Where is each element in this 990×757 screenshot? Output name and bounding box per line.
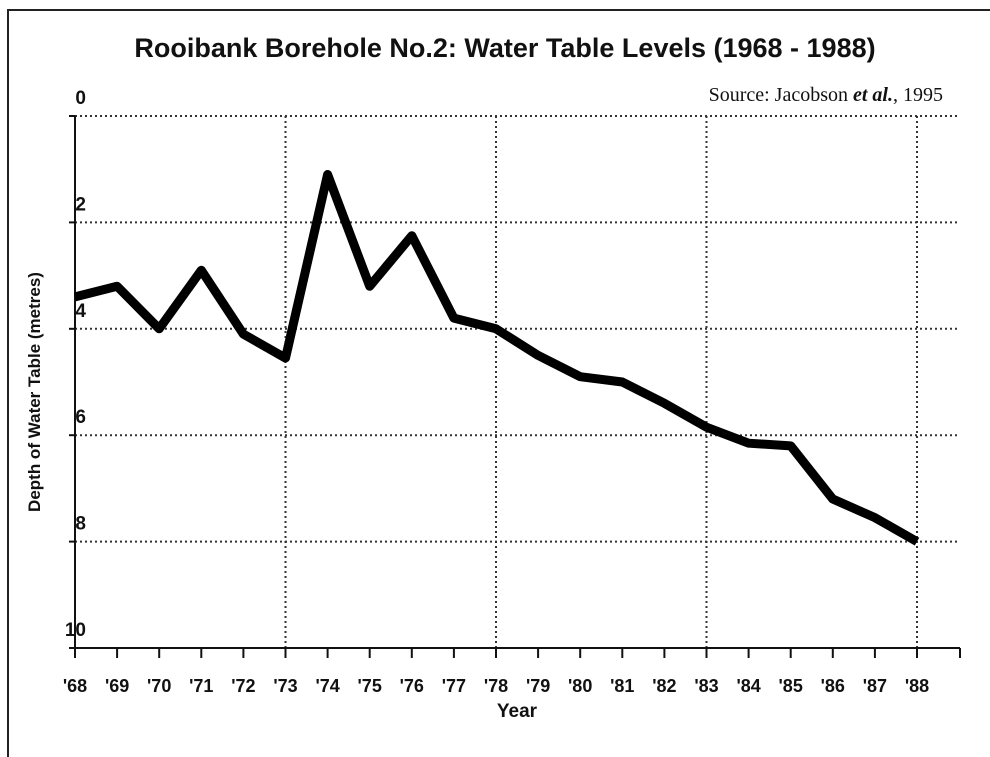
source-text: Source: Jacobson	[709, 84, 853, 106]
x-tick-label: '88	[905, 676, 929, 696]
source-italic: et al.	[853, 84, 893, 106]
x-tick-label: '84	[736, 676, 760, 696]
frame	[7, 9, 990, 757]
y-tick-label: 8	[75, 514, 86, 535]
data-line	[73, 170, 920, 546]
x-tick-label: '72	[231, 676, 255, 696]
source-year: , 1995	[893, 84, 943, 106]
x-tick-label: '75	[358, 676, 382, 696]
x-tick-label: '82	[652, 676, 676, 696]
source-note: Source: Jacobson et al., 1995	[709, 84, 943, 106]
x-tick-label: '73	[273, 676, 297, 696]
x-tick-label: '81	[610, 676, 634, 696]
y-tick-label: 4	[75, 301, 86, 322]
x-tick-label: '71	[189, 676, 213, 696]
x-tick-label: '85	[779, 676, 803, 696]
y-tick-label: 0	[75, 88, 86, 109]
x-tick-label: '69	[105, 676, 129, 696]
x-tick-label: '74	[315, 676, 339, 696]
chart-title: Rooibank Borehole No.2: Water Table Leve…	[134, 33, 875, 63]
y-tick-label: 2	[75, 194, 86, 215]
x-tick-label: '87	[863, 676, 887, 696]
x-tick-label: '79	[526, 676, 550, 696]
y-tick-label: 6	[75, 407, 86, 428]
x-tick-label: '80	[568, 676, 592, 696]
x-tick-label: '78	[484, 676, 508, 696]
x-tick-label: '68	[63, 676, 87, 696]
x-axis-label: Year	[497, 701, 538, 722]
x-tick-label: '70	[147, 676, 171, 696]
y-axis-label: Depth of Water Table (metres)	[25, 272, 44, 512]
x-tick-label: '83	[694, 676, 718, 696]
x-tick-label: '86	[821, 676, 845, 696]
x-tick-label: '77	[442, 676, 466, 696]
x-tick-label: '76	[400, 676, 424, 696]
